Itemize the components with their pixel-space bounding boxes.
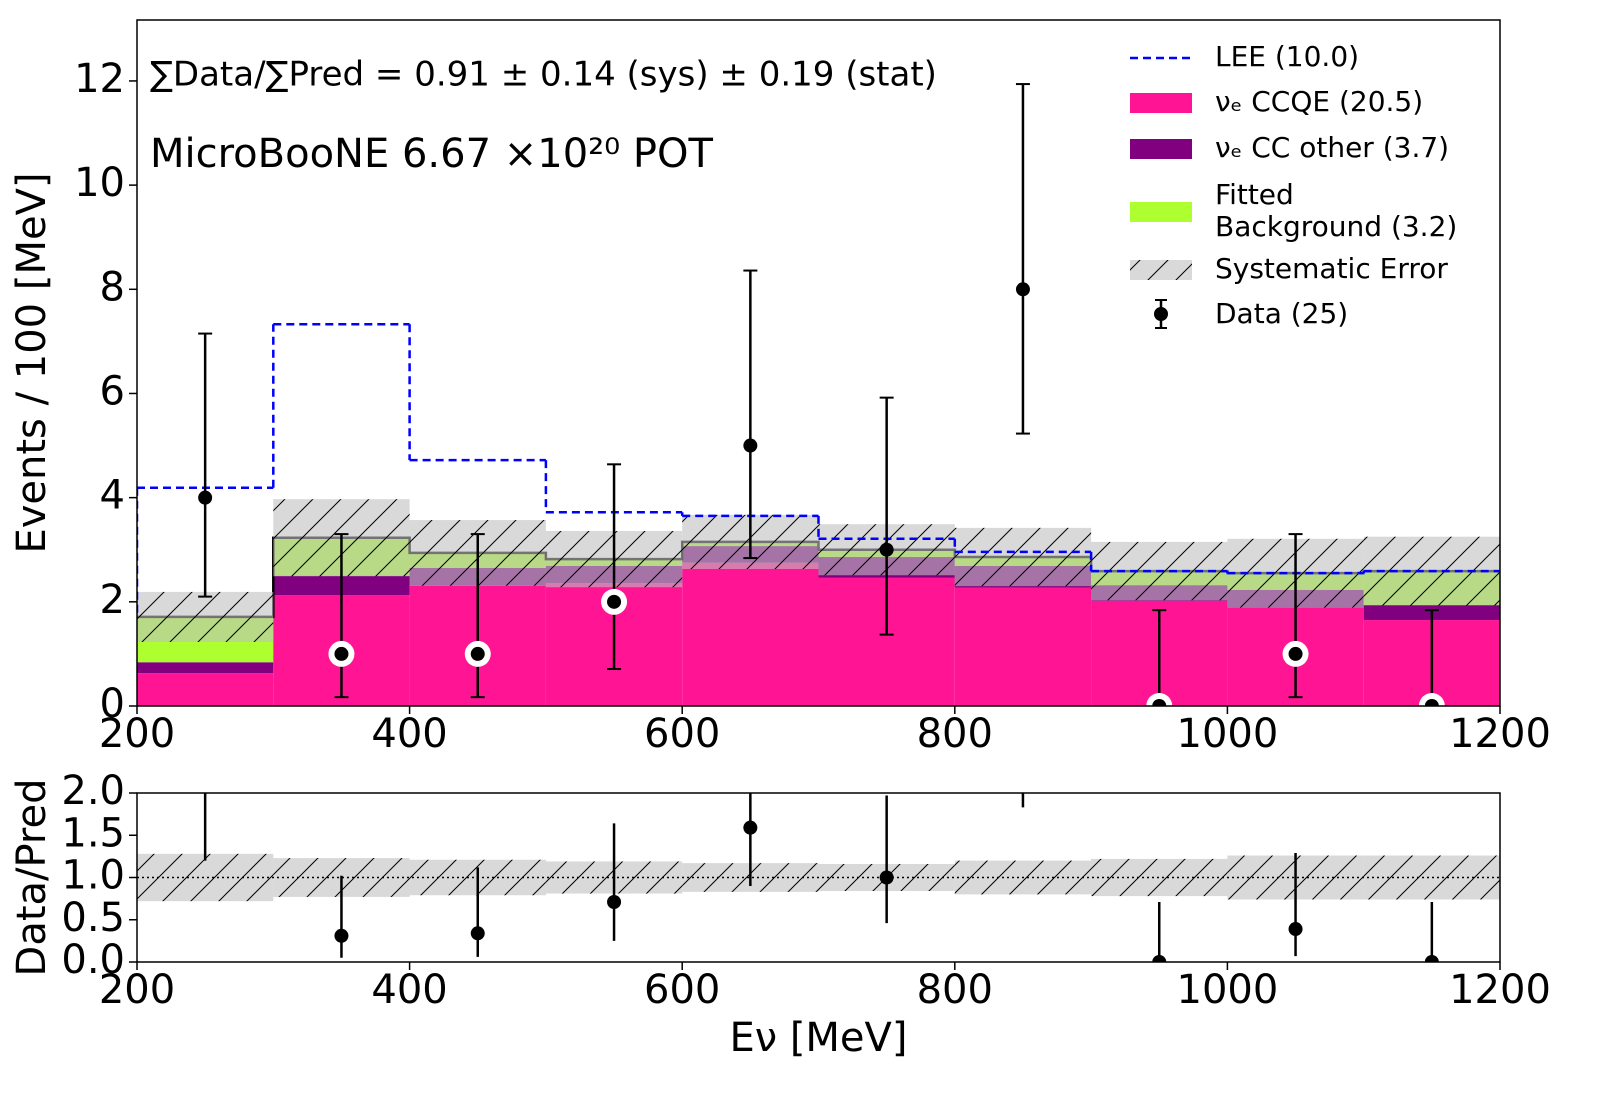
data-point	[198, 490, 213, 505]
sys-hatch	[1091, 858, 1228, 897]
y-tick-label: 12	[74, 56, 125, 102]
y-tick-label: 6	[100, 368, 125, 414]
y-tick-label: 0	[100, 681, 125, 727]
y-tick-label: 10	[74, 160, 125, 206]
x-tick-label: 1200	[1449, 711, 1551, 757]
annotation: ∑Data/∑Pred = 0.91 ± 0.14 (sys) ± 0.19 (…	[150, 55, 937, 95]
legend-hatch	[1130, 260, 1192, 280]
data-point	[1424, 955, 1439, 962]
y-tick-label: 2	[100, 577, 125, 623]
legend-label: Data (25)	[1215, 297, 1348, 330]
annotation: MicroBooNE 6.67 ×10²⁰ POT	[150, 131, 714, 177]
data-point	[470, 646, 485, 661]
y-axis-label: Data/Pred	[9, 779, 55, 977]
y-tick-label: 1.0	[61, 853, 125, 899]
data-point	[1424, 699, 1439, 706]
y-tick-label: 4	[100, 473, 125, 519]
sys-hatch	[137, 591, 274, 642]
x-axis-label: Eν [MeV]	[729, 1015, 907, 1061]
axes: 200 400 600 800 1000 1200 0 2 4 6 8 10 12 Events / 10…	[9, 19, 1551, 1061]
data-point	[607, 895, 622, 910]
legend-swatch	[1130, 93, 1192, 113]
x-tick-label: 1200	[1449, 967, 1551, 1013]
x-tick-label: 600	[644, 711, 720, 757]
data-point	[1152, 955, 1167, 962]
y-tick-label: 0.5	[61, 895, 125, 941]
stack-segment	[137, 662, 274, 674]
y-tick-label: 2.0	[61, 768, 125, 814]
x-tick-label: 600	[644, 967, 720, 1013]
main-plot	[137, 83, 1500, 706]
data-point	[743, 438, 758, 453]
x-tick-label: 200	[99, 711, 175, 757]
y-axis-label: Events / 100 [MeV]	[9, 172, 55, 553]
stack-segment	[954, 587, 1092, 706]
y-tick-label: 1.5	[61, 810, 125, 856]
legend-swatch	[1130, 202, 1192, 222]
data-point	[1288, 922, 1303, 937]
x-tick-label: 400	[371, 967, 447, 1013]
data-point	[879, 542, 894, 557]
data-point	[334, 646, 349, 661]
sys-hatch	[1363, 855, 1500, 900]
y-tick-label: 8	[100, 264, 125, 310]
legend-label: LEE (10.0)	[1215, 40, 1359, 73]
legend-label: Systematic Error	[1215, 252, 1448, 285]
data-point	[1015, 282, 1030, 297]
data-point	[743, 820, 758, 835]
legend-swatch	[1130, 139, 1192, 159]
y-tick-label: 0.0	[61, 937, 125, 983]
data-point	[470, 926, 485, 941]
ratio-plot	[137, 718, 1500, 962]
data-point	[1288, 646, 1303, 661]
axes-frame	[136, 792, 1501, 963]
x-tick-label: 200	[99, 967, 175, 1013]
legend-label: νₑ CC other (3.7)	[1215, 131, 1449, 164]
legend-label: Fitted Background (3.2)	[1215, 178, 1457, 243]
sys-hatch	[954, 527, 1092, 587]
legend-label: νₑ CCQE (20.5)	[1215, 85, 1423, 118]
data-point	[198, 757, 212, 771]
x-tick-label: 1000	[1177, 967, 1279, 1013]
stack-segment	[137, 673, 274, 706]
axes-frame	[136, 19, 1501, 707]
stack-segment	[682, 562, 819, 706]
legend-point	[1154, 307, 1168, 321]
data-point	[607, 594, 622, 609]
data-point	[1016, 718, 1030, 732]
x-tick-label: 400	[371, 711, 447, 757]
x-tick-label: 800	[917, 711, 993, 757]
sys-hatch	[137, 853, 274, 902]
x-tick-label: 1000	[1177, 711, 1279, 757]
data-point	[1152, 699, 1167, 706]
data-point	[879, 870, 894, 885]
x-tick-label: 800	[917, 967, 993, 1013]
data-point	[334, 928, 349, 943]
